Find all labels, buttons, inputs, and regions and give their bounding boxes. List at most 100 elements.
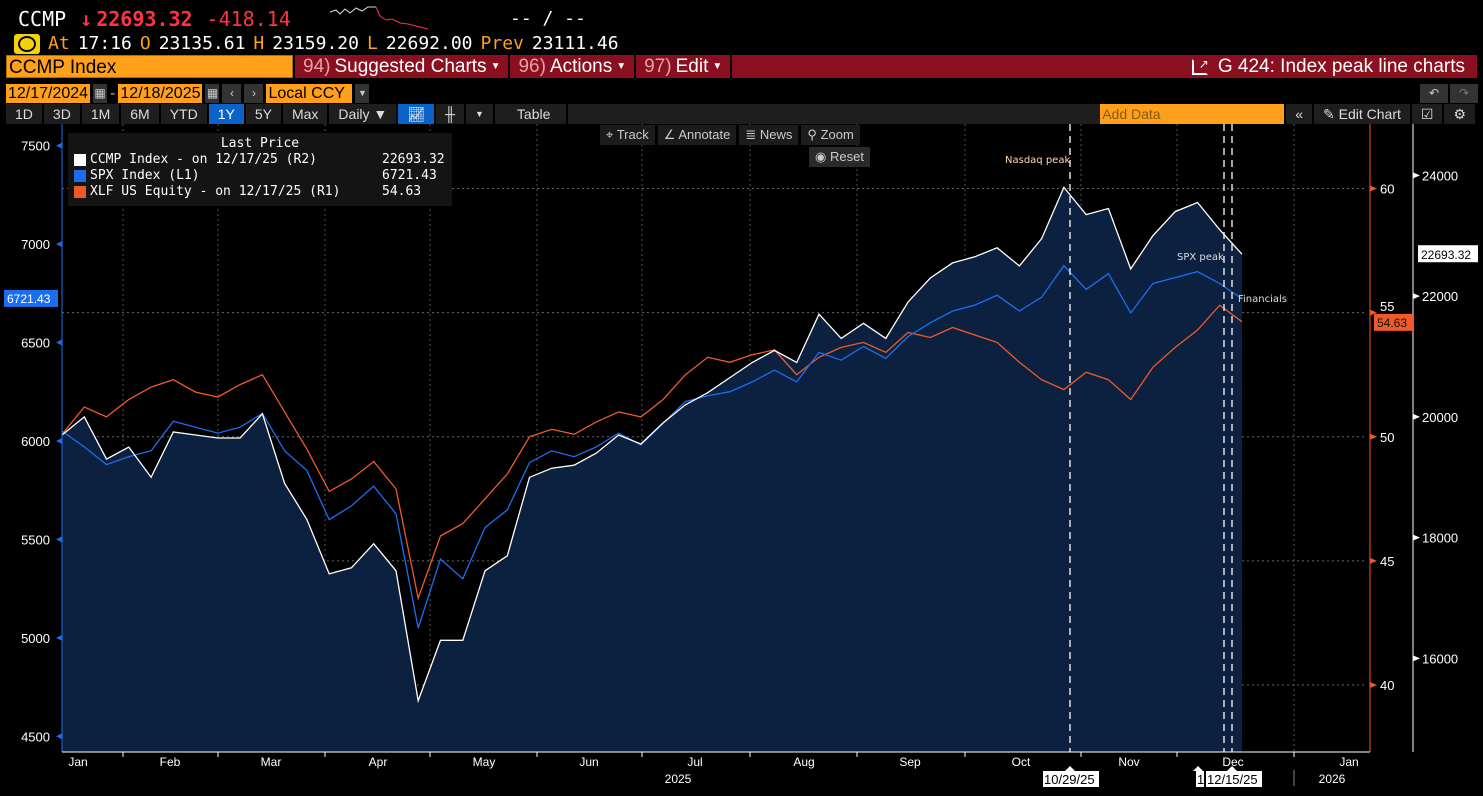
legend-swatch: [74, 154, 86, 166]
gauge-icon[interactable]: [14, 33, 40, 54]
calendar-icon[interactable]: ▦: [205, 84, 220, 103]
menu-edit[interactable]: 97) Edit ▼: [636, 55, 733, 78]
annotate-button[interactable]: ∠ Annotate: [657, 125, 737, 145]
menu-bar: 94) Suggested Charts ▼ 96) Actions ▼ 97) Edit…: [295, 55, 1477, 78]
x-tick-label: Feb: [160, 755, 181, 769]
ccmp-area-fill: [62, 187, 1242, 752]
period-1m[interactable]: 1M: [82, 104, 122, 124]
tick-marker: [56, 437, 62, 444]
period-5y[interactable]: 5Y: [246, 104, 283, 124]
date-flag-text: 10/29/25: [1044, 772, 1095, 787]
start-date-field[interactable]: 12/17/2024: [6, 84, 91, 103]
date-flag: [1043, 771, 1099, 787]
open-label: O: [139, 33, 151, 54]
y-tick-label-r1: 60: [1380, 182, 1394, 197]
quote-time: 17:16: [77, 33, 132, 54]
open-value: 23135.61: [158, 33, 246, 54]
year-label: 2026: [1319, 772, 1346, 786]
x-tick-label: Apr: [369, 755, 388, 769]
prev-label: Prev: [480, 33, 524, 54]
tick-marker: [56, 142, 62, 149]
track-button[interactable]: ⌖ Track: [600, 125, 655, 145]
tick-marker: [1370, 557, 1377, 564]
y-tick-label-r1: 45: [1380, 554, 1394, 569]
y-tick-label-r2: 18000: [1422, 531, 1458, 546]
news-button[interactable]: ≣ News: [739, 125, 799, 145]
legend-swatch: [74, 186, 86, 198]
menu-label: Edit: [675, 56, 709, 77]
edit-chart-button[interactable]: ✎ Edit Chart: [1314, 104, 1412, 124]
tick-marker: [1370, 681, 1377, 688]
menu-suggested-charts[interactable]: 94) Suggested Charts ▼: [295, 55, 511, 78]
launch-icon[interactable]: ↗: [1191, 58, 1209, 75]
currency-select[interactable]: Local CCY: [266, 84, 353, 103]
period-1d[interactable]: 1D: [6, 104, 44, 124]
annotate-edit-icon[interactable]: ☑: [1412, 104, 1445, 124]
tick-marker: [1370, 309, 1377, 316]
redo-icon[interactable]: ↷: [1450, 84, 1478, 103]
chevron-down-icon[interactable]: ▼: [355, 84, 370, 103]
period-max[interactable]: Max: [283, 104, 330, 124]
x-tick-label: May: [473, 755, 496, 769]
annotation-label: SPX peak: [1177, 252, 1224, 263]
period-3d[interactable]: 3D: [44, 104, 82, 124]
add-data-input[interactable]: Add Data: [1100, 104, 1285, 124]
x-tick-label: Aug: [793, 755, 814, 769]
y-tick-label-l1: 7000: [21, 237, 50, 252]
tick-marker: [56, 536, 62, 543]
period-ytd[interactable]: YTD: [161, 104, 209, 124]
zoom-button[interactable]: ⚲ Zoom: [801, 125, 860, 145]
tick-marker: [1370, 185, 1377, 192]
date-flag: [1196, 771, 1204, 787]
y-tick-label-r2: 24000: [1422, 168, 1458, 183]
calendar-icon[interactable]: ▦: [93, 84, 108, 103]
legend-value: 22693.32: [382, 152, 445, 167]
gear-icon[interactable]: ⚙: [1444, 104, 1477, 124]
date-flag-text: 12/15/25: [1207, 772, 1258, 787]
table-button[interactable]: Table: [501, 104, 569, 124]
menu-label: Actions: [549, 56, 613, 77]
pencil-icon: ∠: [663, 127, 676, 142]
line-chart-icon[interactable]: 📈︎: [398, 104, 437, 124]
annotation-label: Financials: [1238, 294, 1287, 305]
menu-number: 96): [518, 56, 546, 77]
date-flag-text: 1: [1197, 772, 1204, 787]
period-6m[interactable]: 6M: [121, 104, 161, 124]
end-date-field[interactable]: 12/18/2025: [118, 84, 203, 103]
y-tick-label-r1: 55: [1380, 299, 1394, 314]
last-value-text: 54.63: [1377, 316, 1407, 330]
legend-value: 6721.43: [382, 168, 437, 183]
next-period-button[interactable]: ›: [244, 84, 264, 103]
date-flag-marker: [1193, 766, 1203, 771]
security-input[interactable]: CCMP Index: [6, 55, 293, 78]
reset-button[interactable]: ◉ Reset: [809, 147, 870, 167]
y-tick-label-l1: 5500: [21, 532, 50, 547]
period-1y[interactable]: 1Y: [208, 104, 246, 124]
ticker: CCMP: [18, 7, 67, 31]
frequency-select[interactable]: Daily ▼: [329, 104, 399, 124]
x-tick-label: Dec: [1222, 755, 1243, 769]
y-tick-label-l1: 4500: [21, 729, 50, 744]
tick-marker: [1413, 293, 1420, 300]
series-line-xlf-us-equity: [61, 304, 1243, 601]
high-value: 23159.20: [272, 33, 359, 54]
undo-icon[interactable]: ↶: [1420, 84, 1448, 103]
legend-row: CCMP Index - on 12/17/25 (R2) 22693.32: [74, 152, 446, 168]
prev-period-button[interactable]: ‹: [222, 84, 242, 103]
reset-dot-icon: ◉: [815, 149, 827, 164]
low-value: 22692.00: [385, 33, 473, 54]
bid-ask: -- / --: [510, 8, 586, 29]
bar-chart-icon[interactable]: ╫: [436, 104, 466, 124]
y-tick-label-l1: 7500: [21, 139, 50, 154]
series-line-ccmp-index: [61, 186, 1243, 704]
legend-row: SPX Index (L1) 6721.43: [74, 168, 446, 184]
dropdown-caret-icon: ▼: [712, 61, 723, 72]
last-value-text: 22693.32: [1421, 248, 1471, 262]
news-icon: ≣: [745, 127, 757, 142]
menu-actions[interactable]: 96) Actions ▼: [510, 55, 637, 78]
y-tick-label-l1: 6500: [21, 336, 50, 351]
chevron-down-icon[interactable]: ▼: [466, 104, 495, 124]
news-label: News: [759, 127, 793, 142]
collapse-icon[interactable]: «: [1284, 104, 1314, 124]
